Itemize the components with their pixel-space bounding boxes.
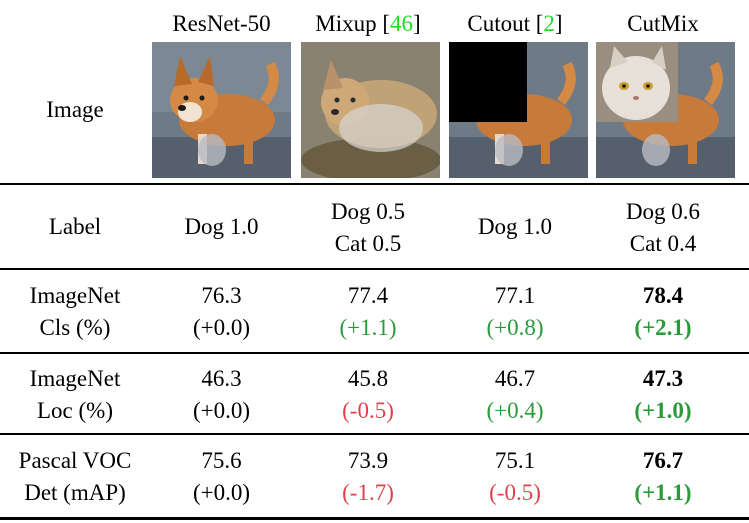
- label-cell: Dog 0.5: [330, 199, 406, 224]
- row-header-image: Image: [46, 97, 104, 122]
- metric-delta-best: (+2.1): [634, 315, 692, 340]
- column-header-cutout: Cutout [2]: [467, 11, 563, 36]
- thumbnail-cutmix: [596, 42, 735, 178]
- metric-value: 76.3: [201, 283, 242, 308]
- metric-delta: (+0.0): [192, 480, 251, 505]
- label-cell: Cat 0.5: [334, 231, 402, 256]
- table-rule: [0, 433, 749, 435]
- metric-delta: (+0.0): [192, 315, 251, 340]
- dog-cat-cutmix-image: [596, 42, 735, 178]
- cutout-mask: [449, 42, 527, 122]
- dog-image: [152, 42, 291, 178]
- metric-delta: (-0.5): [489, 480, 541, 505]
- column-header-cutmix: CutMix: [627, 11, 699, 36]
- metric-delta-best: (+1.0): [634, 398, 692, 423]
- row-header-det: Pascal VOC: [18, 448, 132, 473]
- label-cell: Dog 1.0: [184, 214, 259, 239]
- metric-value: 75.6: [201, 448, 242, 473]
- metric-delta: (-1.7): [342, 480, 394, 505]
- metric-value: 77.4: [347, 283, 389, 308]
- table-rule: [0, 352, 749, 354]
- metric-value: 46.3: [201, 366, 242, 391]
- row-header-det-unit: Det (mAP): [24, 480, 126, 505]
- metric-value-best: 76.7: [642, 448, 684, 473]
- column-header-mixup: Mixup [46]: [315, 11, 421, 36]
- table-rule: [0, 183, 749, 185]
- table-bottom-rule: [0, 517, 749, 520]
- metric-delta: (-0.5): [342, 398, 394, 423]
- metric-value-best: 47.3: [642, 366, 684, 391]
- row-header-loc-unit: Loc (%): [37, 398, 113, 423]
- label-cell: Dog 1.0: [477, 214, 553, 239]
- row-header-cls-unit: Cls (%): [39, 315, 111, 340]
- metric-value: 45.8: [347, 366, 389, 391]
- metric-value: 77.1: [494, 283, 536, 308]
- citation-ref[interactable]: 2: [543, 11, 555, 36]
- metric-delta: (+0.8): [486, 315, 544, 340]
- metric-delta: (+0.0): [192, 398, 251, 423]
- thumbnail-mixup: [301, 42, 440, 178]
- table-rule: [0, 268, 749, 270]
- metric-value: 75.1: [494, 448, 536, 473]
- label-cell: Dog 0.6: [625, 199, 701, 224]
- metric-delta: (+0.4): [486, 398, 544, 423]
- dog-image-with-cutout: [449, 42, 588, 178]
- column-header-resnet50: ResNet-50: [172, 11, 271, 36]
- blended-image: [301, 42, 440, 178]
- metric-value: 46.7: [494, 366, 536, 391]
- thumbnail-resnet50: [152, 42, 291, 178]
- metric-delta: (+1.1): [339, 315, 397, 340]
- row-header-loc: ImageNet: [29, 366, 121, 391]
- metric-value-best: 78.4: [642, 283, 684, 308]
- metric-delta-best: (+1.1): [634, 480, 692, 505]
- row-header-cls: ImageNet: [29, 283, 121, 308]
- citation-ref[interactable]: 46: [390, 11, 414, 36]
- metric-value: 73.9: [347, 448, 389, 473]
- label-cell: Cat 0.4: [629, 231, 697, 256]
- thumbnail-cutout: [449, 42, 588, 178]
- row-header-label: Label: [48, 214, 102, 239]
